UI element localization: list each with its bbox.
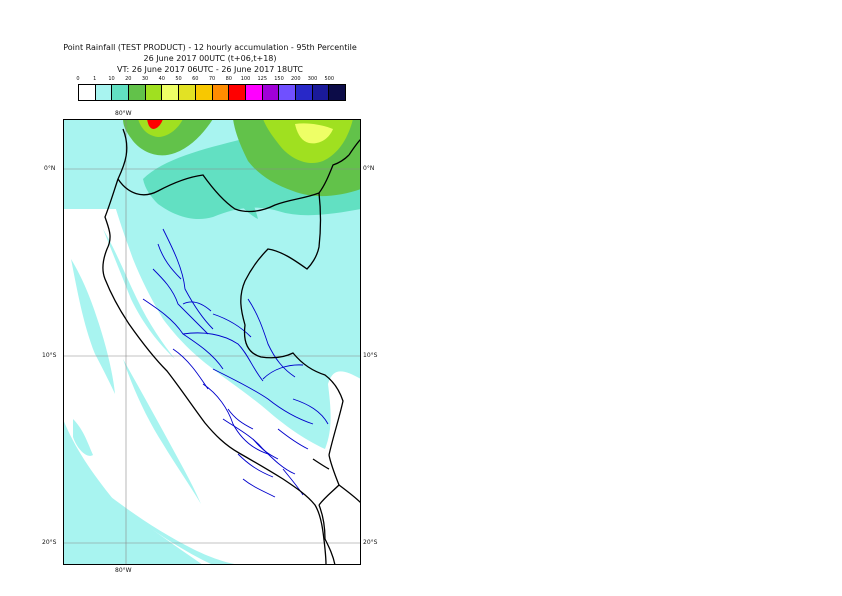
coastline-and-borders — [102, 128, 361, 565]
map-frame — [63, 119, 361, 565]
legend-tick-label: 50 — [175, 76, 182, 82]
legend-tick-label: 1 — [93, 76, 97, 82]
rain-band-offshore-2 — [71, 259, 115, 394]
legend-tick-label: 100 — [240, 76, 251, 82]
legend-tick-label: 60 — [192, 76, 199, 82]
legend-swatch — [262, 85, 280, 100]
legend-tick-label: 70 — [208, 76, 216, 82]
legend-swatch — [129, 85, 146, 100]
rain-land-coastal-north — [103, 229, 175, 359]
legend-swatch — [179, 85, 196, 100]
legend-tick-label: 10 — [108, 76, 115, 82]
legend-swatch — [312, 85, 330, 100]
legend-tick-label: 0 — [76, 76, 80, 82]
legend-swatch — [229, 85, 246, 100]
legend-tick-label: 300 — [307, 76, 318, 82]
rain-land-interior — [113, 159, 361, 449]
chart-subtitle-run: 26 June 2017 00UTC (t+06,t+18) — [143, 54, 277, 63]
legend-tick-label: 125 — [257, 76, 268, 82]
lat-label-left-10s: 10°S — [42, 352, 57, 359]
legend-tick-label: 150 — [274, 76, 284, 82]
legend-tick-label: 200 — [290, 76, 301, 82]
lat-label-right-10s: 10°S — [363, 352, 378, 359]
lon-label-bottom: 80°W — [115, 567, 132, 574]
rain-40mm-north — [295, 123, 333, 144]
rain-patch-sw — [73, 419, 93, 456]
color-legend: 0 1 10 20 30 40 50 60 70 80 100 125 150 200 300 500 — [76, 76, 346, 102]
legend-swatches — [78, 84, 346, 101]
lon-label-top: 80°W — [115, 110, 132, 117]
lat-label-right-20s: 20°S — [363, 539, 378, 546]
legend-tick-label: 80 — [225, 76, 232, 82]
legend-swatch — [245, 85, 263, 100]
legend-swatch — [295, 85, 313, 100]
legend-swatch — [212, 85, 230, 100]
legend-swatch — [279, 85, 296, 100]
legend-swatch — [329, 85, 345, 100]
lat-label-left-0: 0°N — [44, 165, 56, 172]
legend-swatch — [195, 85, 213, 100]
lat-label-left-20s: 20°S — [42, 539, 57, 546]
chart-subtitle-validity: VT: 26 June 2017 06UTC - 26 June 2017 18… — [117, 65, 303, 74]
legend-swatch — [162, 85, 180, 100]
legend-swatch — [79, 85, 96, 100]
chart-title: Point Rainfall (TEST PRODUCT) - 12 hourl… — [63, 43, 357, 52]
legend-tick-label: 20 — [125, 76, 132, 82]
map-svg — [63, 119, 361, 565]
legend-swatch — [112, 85, 130, 100]
legend-swatch — [95, 85, 113, 100]
rainfall-map — [63, 119, 361, 565]
legend-swatch — [145, 85, 163, 100]
lat-label-right-0: 0°N — [363, 165, 375, 172]
legend-tick-label: 30 — [141, 76, 149, 82]
rain-band-offshore-3 — [123, 359, 201, 504]
rain-10mm-amazon — [228, 169, 258, 219]
legend-tick-label: 500 — [324, 76, 335, 82]
legend-tick-label: 40 — [158, 76, 165, 82]
rain-heavy-colombia — [147, 119, 163, 129]
admin-boundaries — [142, 228, 329, 498]
rain-band-offshore-1 — [63, 419, 203, 565]
